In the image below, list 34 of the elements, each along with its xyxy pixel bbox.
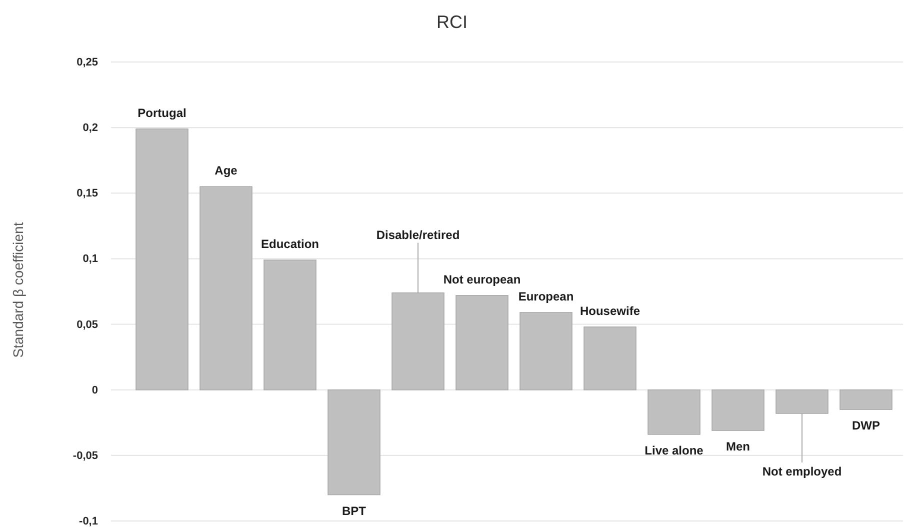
bar <box>712 389 764 431</box>
x-tick-label: Education <box>260 237 320 252</box>
x-tick-label: Portugal <box>138 106 186 120</box>
y-tick-label: 0 <box>92 384 98 396</box>
bar <box>456 295 508 390</box>
x-tick-label: Housewife <box>580 304 640 318</box>
y-tick-label: -0,05 <box>72 450 98 462</box>
x-tick-label: BPT <box>342 504 367 518</box>
y-tick-label: 0,15 <box>76 188 98 200</box>
bar <box>776 389 828 414</box>
chart-title: RCI <box>436 12 468 32</box>
y-tick-label: 0,2 <box>82 122 98 134</box>
x-tick-label: Not employed <box>762 464 842 478</box>
bar <box>392 292 444 390</box>
bar <box>328 389 380 496</box>
bar <box>136 128 188 390</box>
y-tick-label: 0,1 <box>82 253 98 266</box>
bar <box>840 389 892 410</box>
y-axis-title: Standard β coefficient <box>10 222 26 358</box>
bar <box>264 260 316 390</box>
x-tick-label: Live alone <box>644 443 704 458</box>
y-tick-label: 0,25 <box>76 56 98 69</box>
x-tick-label: Men <box>726 440 750 454</box>
x-tick-label: Age <box>214 164 238 178</box>
y-tick-label: 0,05 <box>76 318 98 331</box>
x-tick-label: DWP <box>852 418 880 433</box>
x-tick-label: European <box>518 289 574 304</box>
bar <box>200 186 252 390</box>
bar <box>648 389 700 435</box>
x-tick-label: Not european <box>443 272 521 286</box>
x-tick-label: Disable/retired <box>376 228 460 242</box>
bar <box>584 326 636 390</box>
bar <box>520 312 572 390</box>
y-tick-label: -0,1 <box>79 516 98 527</box>
